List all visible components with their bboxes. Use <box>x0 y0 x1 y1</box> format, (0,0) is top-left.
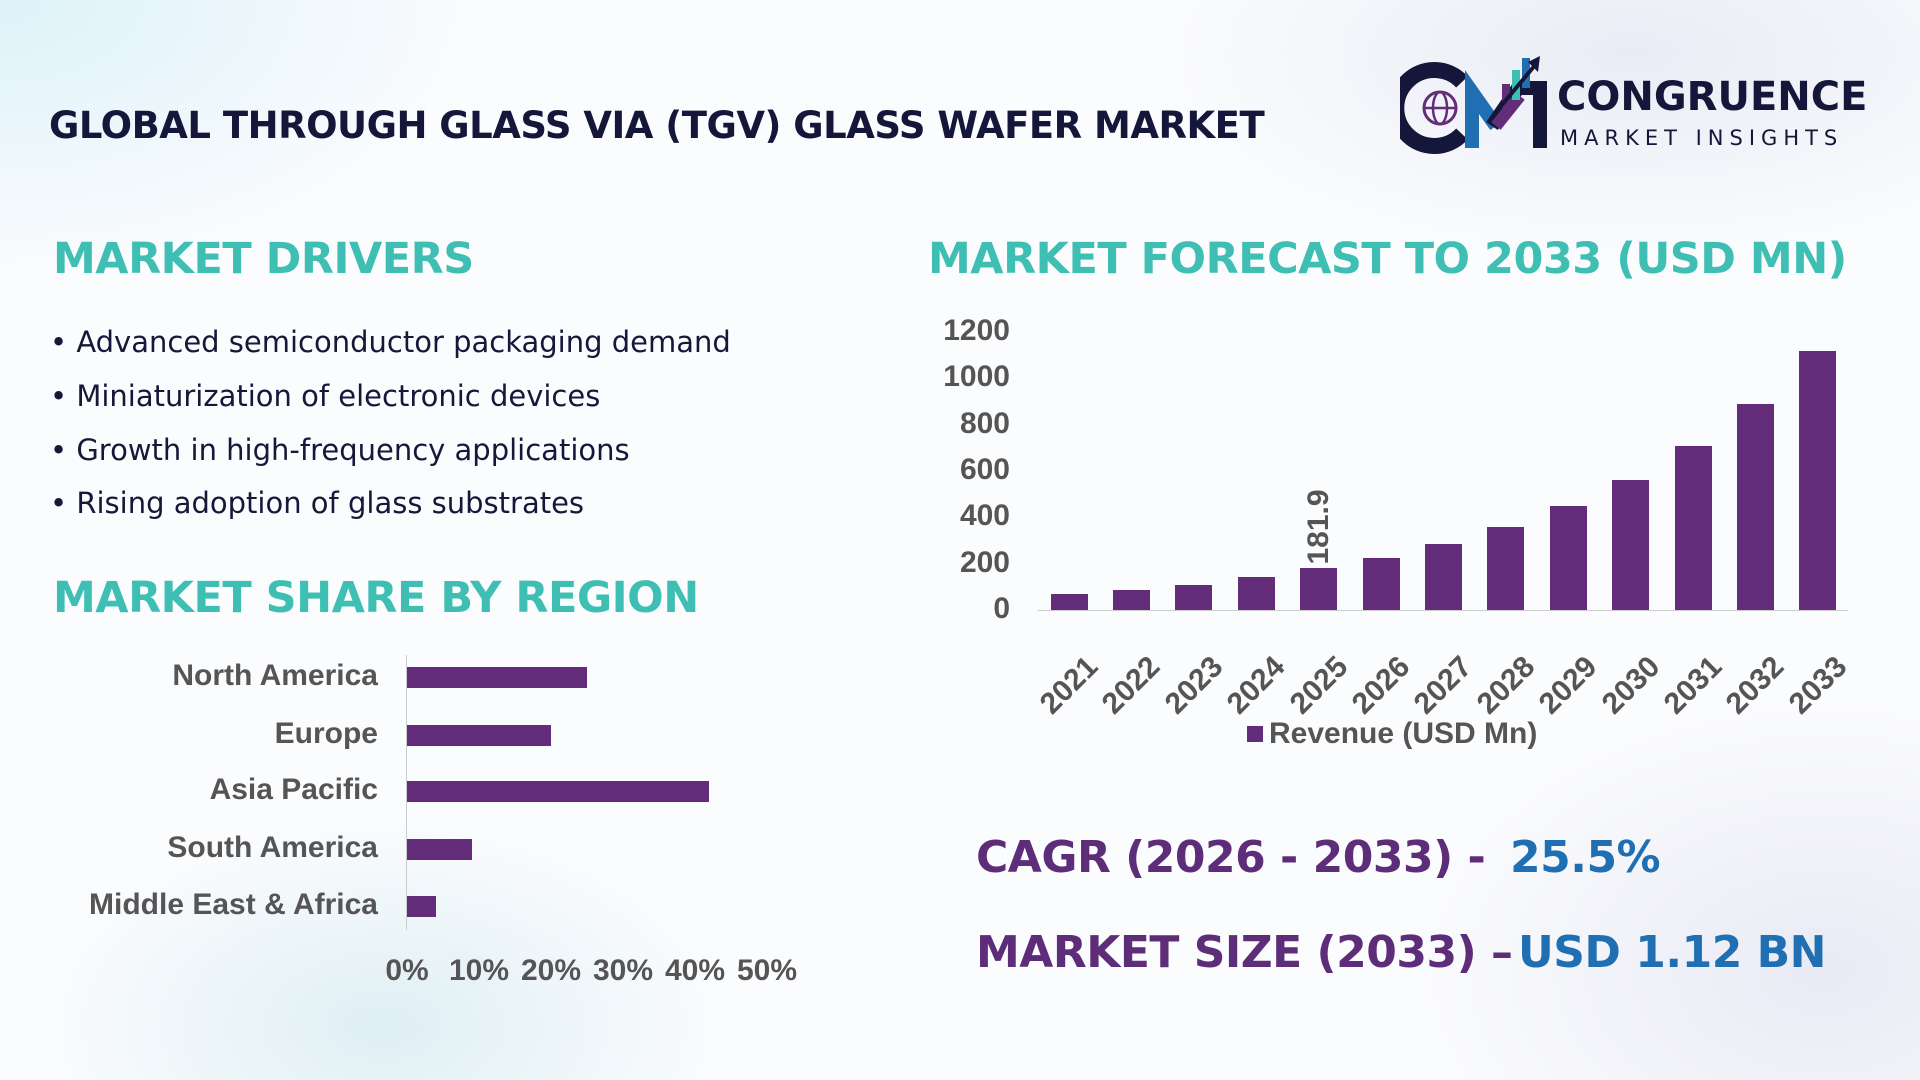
region-label: South America <box>167 831 378 864</box>
forecast-bar <box>1362 557 1400 610</box>
forecast-bar <box>1050 593 1088 610</box>
region-label: Middle East & Africa <box>89 888 378 921</box>
forecast-bar <box>1237 576 1275 610</box>
cagr-label: CAGR (2026 - 2033) - <box>976 832 1486 883</box>
forecast-x-tick: 2028 <box>1470 650 1542 721</box>
logo <box>1388 52 1550 156</box>
region-bar <box>407 896 436 917</box>
forecast-x-tick: 2026 <box>1345 650 1417 721</box>
region-bar <box>407 667 587 688</box>
region-tick: 10% <box>448 954 510 987</box>
market-size-label: MARKET SIZE (2033) – <box>976 927 1513 978</box>
forecast-axis-line <box>1038 610 1848 611</box>
region-label: Europe <box>274 717 378 750</box>
forecast-y-tick: 1200 <box>943 314 1010 347</box>
forecast-bar <box>1799 350 1837 610</box>
region-bar <box>407 781 710 802</box>
driver-item: • Growth in high-frequency applications <box>50 433 630 467</box>
region-bar <box>407 839 472 860</box>
forecast-x-tick: 2030 <box>1595 650 1666 721</box>
drivers-heading: MARKET DRIVERS <box>53 234 474 284</box>
forecast-y-tick: 0 <box>993 592 1010 625</box>
forecast-x-tick: 2023 <box>1158 650 1230 721</box>
forecast-y-tick: 200 <box>959 545 1010 579</box>
forecast-x-tick: 2021 <box>1033 650 1105 721</box>
logo-name: CONGRUENCE <box>1557 74 1868 120</box>
forecast-x-tick: 2025 <box>1283 650 1354 721</box>
region-bar <box>407 725 551 746</box>
forecast-bar <box>1612 479 1650 610</box>
forecast-x-tick: 2029 <box>1532 650 1604 721</box>
forecast-bar <box>1736 404 1774 610</box>
forecast-bar <box>1112 589 1150 610</box>
region-tick: 30% <box>592 954 654 987</box>
forecast-bar <box>1424 543 1462 610</box>
forecast-x-tick: 2032 <box>1720 650 1791 721</box>
forecast-x-tick: 2027 <box>1408 650 1479 721</box>
forecast-bar <box>1487 527 1525 610</box>
region-tick: 20% <box>520 954 582 987</box>
driver-item: • Rising adoption of glass substrates <box>50 486 585 520</box>
legend: Revenue (USD Mn) <box>1247 717 1537 751</box>
forecast-y-tick: 800 <box>959 406 1010 440</box>
driver-item: • Advanced semiconductor packaging deman… <box>50 325 731 359</box>
forecast-y-tick: 600 <box>959 453 1010 486</box>
market-size-value: USD 1.12 BN <box>1518 927 1827 978</box>
forecast-x-tick: 2024 <box>1220 650 1292 721</box>
legend-swatch <box>1247 726 1263 742</box>
logo-icon <box>1388 56 1547 154</box>
forecast-bar <box>1549 506 1587 610</box>
region-axis-line <box>406 655 407 930</box>
legend-label: Revenue (USD Mn) <box>1269 717 1538 750</box>
logo-tagline: MARKET INSIGHTS <box>1560 126 1844 150</box>
forecast-y-tick: 1000 <box>943 360 1010 394</box>
region-label: Asia Pacific <box>209 773 378 806</box>
region-tick: 40% <box>664 954 726 987</box>
region-chart-title: MARKET SHARE BY REGION <box>53 573 699 623</box>
forecast-x-tick: 2022 <box>1096 650 1167 721</box>
forecast-chart-title: MARKET FORECAST TO 2033 (USD MN) <box>928 234 1847 284</box>
forecast-bar <box>1300 567 1338 610</box>
region-tick: 50% <box>736 954 798 987</box>
page-title: GLOBAL THROUGH GLASS VIA (TGV) GLASS WAF… <box>49 104 1265 147</box>
region-tick: 0% <box>385 954 429 987</box>
forecast-y-tick: 400 <box>959 499 1010 533</box>
region-label: North America <box>172 659 378 692</box>
forecast-bar <box>1175 584 1213 610</box>
forecast-bar <box>1674 445 1712 610</box>
forecast-x-tick: 2031 <box>1657 650 1729 721</box>
data-label: 181.9 <box>1301 489 1335 565</box>
driver-item: • Miniaturization of electronic devices <box>50 379 601 413</box>
forecast-x-tick: 2033 <box>1782 650 1854 721</box>
cagr-value: 25.5% <box>1510 832 1661 883</box>
